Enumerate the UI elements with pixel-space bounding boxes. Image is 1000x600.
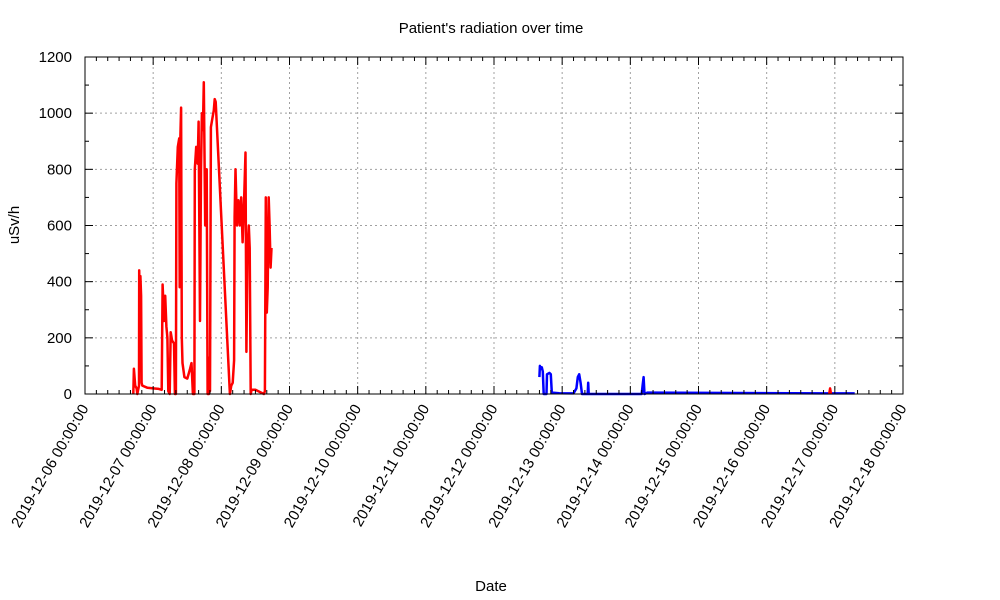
series-line-2 (827, 387, 833, 395)
x-axis-label: Date (475, 578, 507, 595)
y-tick-label: 1000 (39, 105, 72, 122)
y-tick-labels: 0 200 400 600 800 1000 1200 (39, 49, 72, 403)
y-tick-label: 800 (47, 161, 72, 178)
y-tick-label: 600 (47, 218, 72, 235)
y-tick-label: 200 (47, 330, 72, 347)
y-tick-label: 0 (64, 386, 72, 403)
y-axis-label: uSv/h (6, 206, 23, 244)
y-tick-label: 1200 (39, 49, 72, 66)
y-tick-label: 400 (47, 274, 72, 291)
series-line-0 (132, 81, 273, 396)
ticks (84, 56, 904, 395)
chart-title: Patient's radiation over time (399, 20, 584, 37)
